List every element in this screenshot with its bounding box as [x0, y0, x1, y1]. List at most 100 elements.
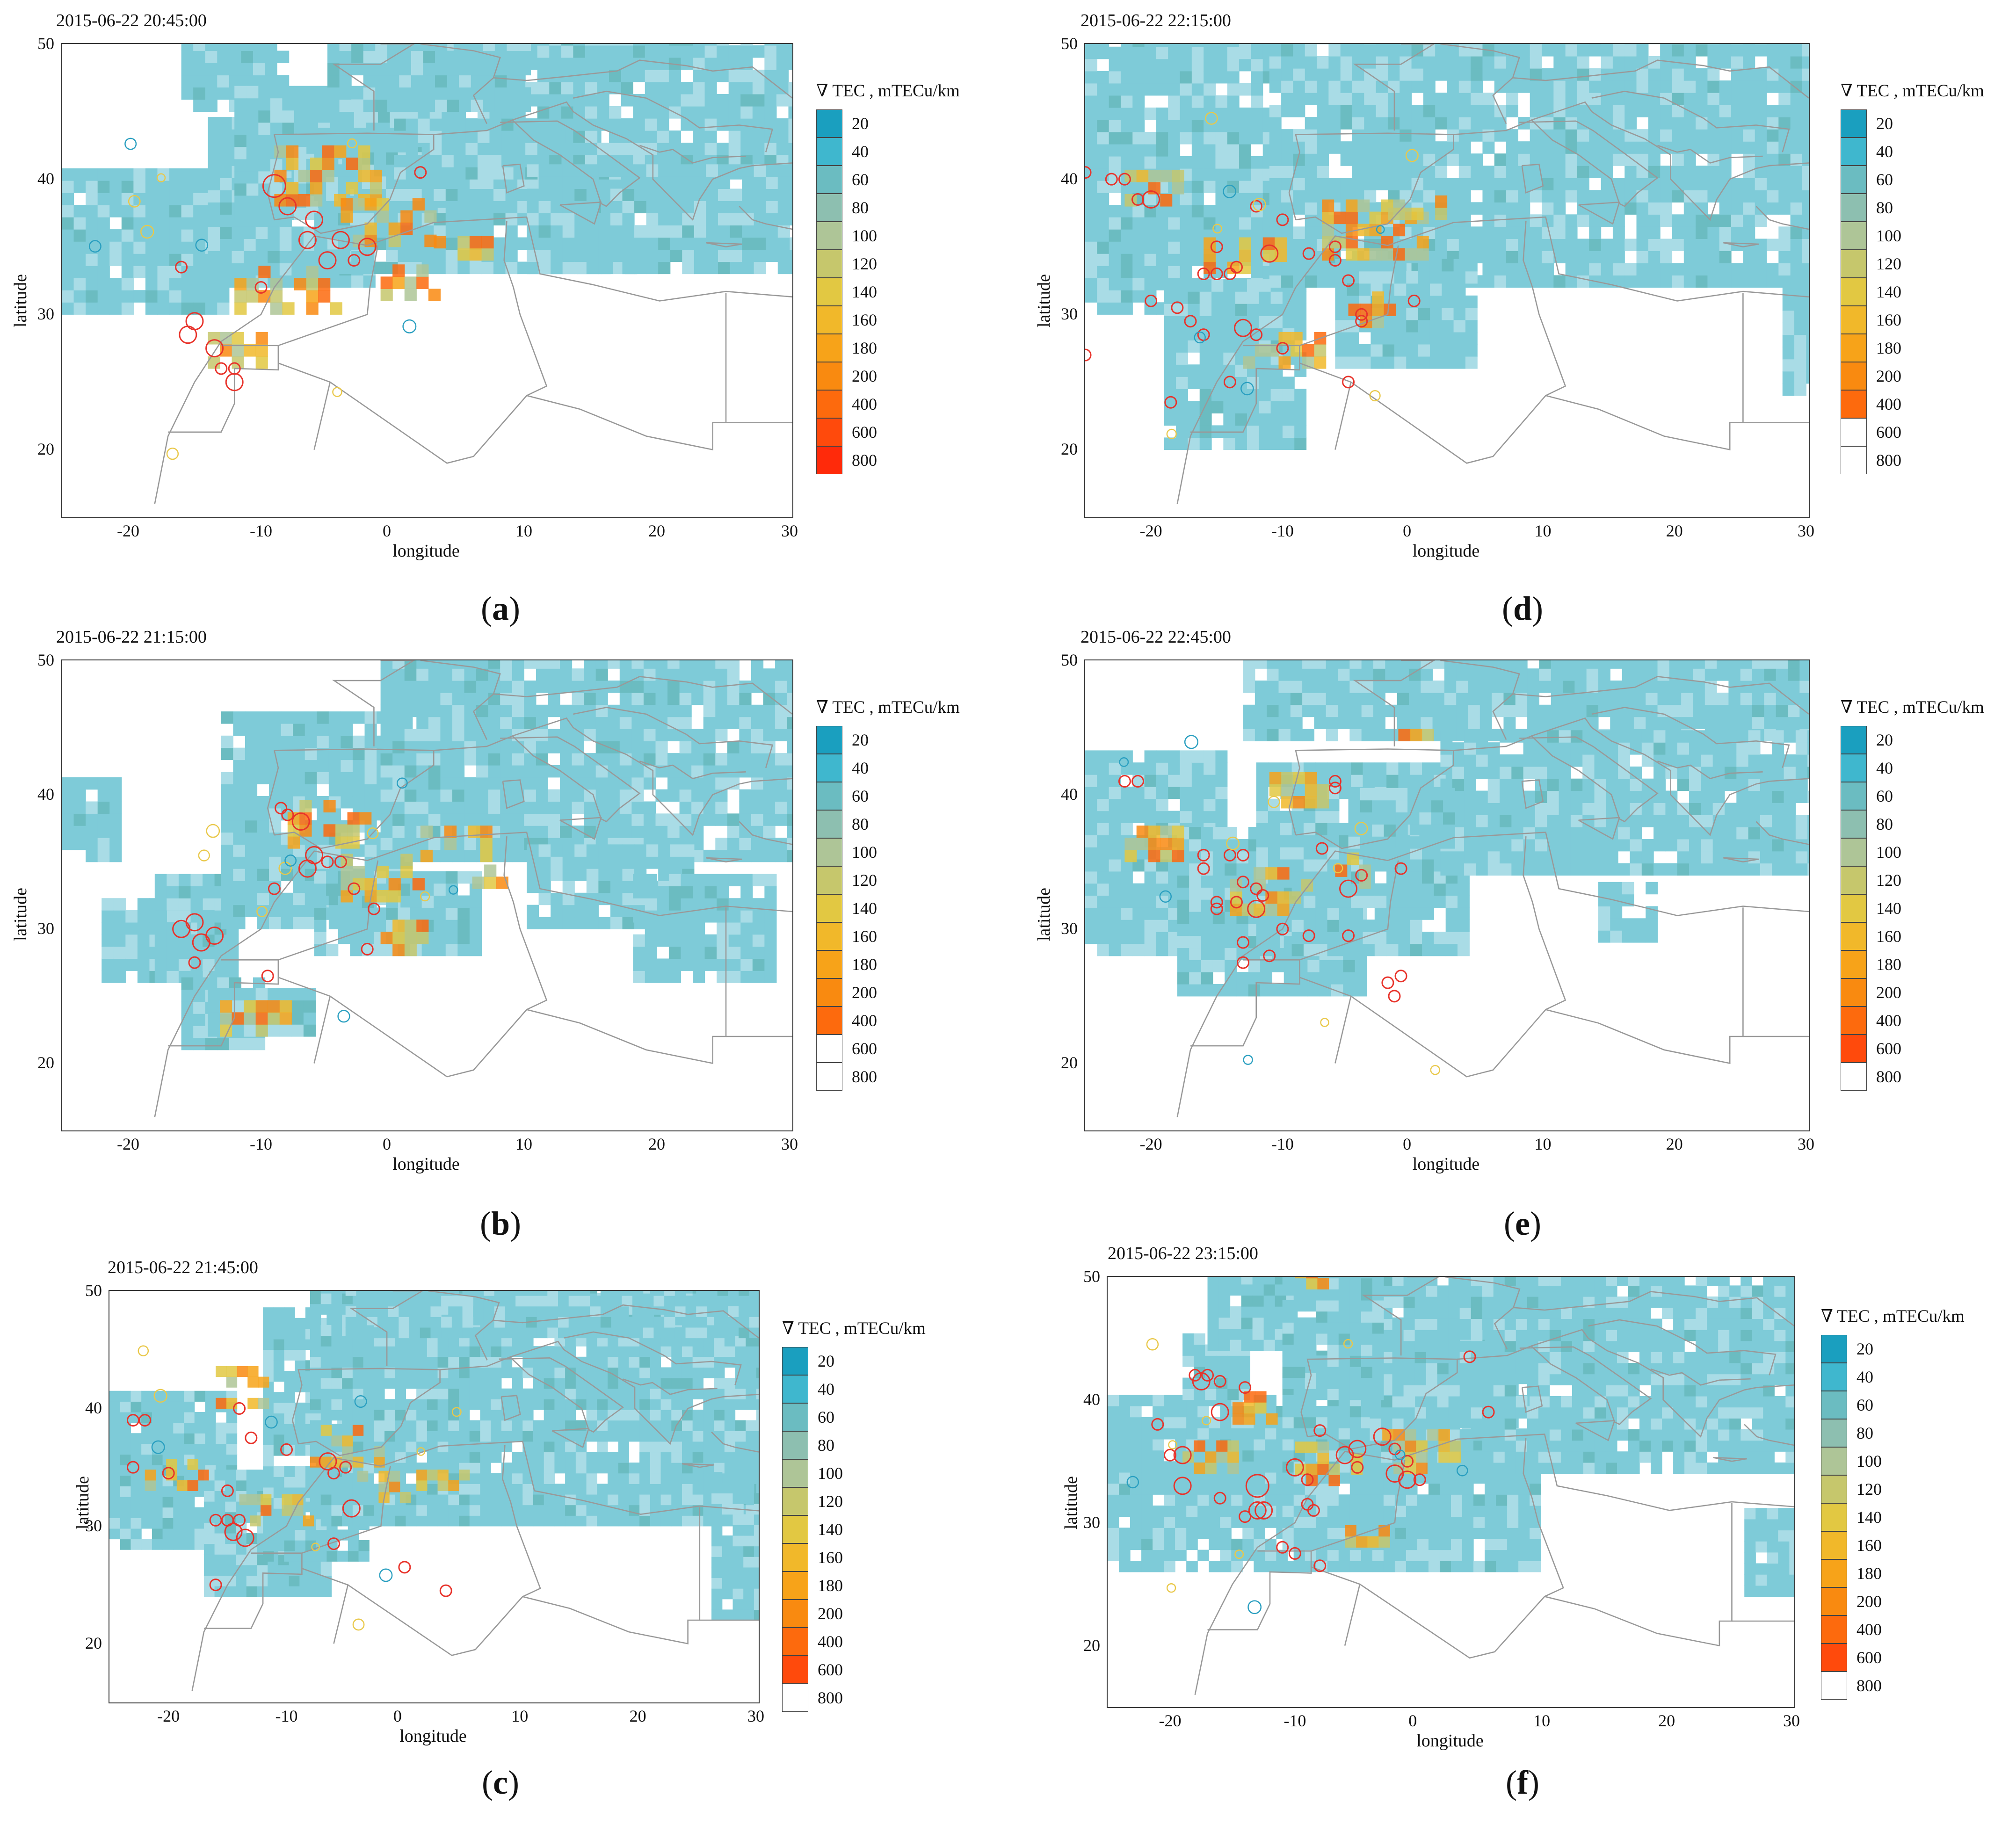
heatmap-cell: [522, 1515, 534, 1527]
heatmap-cell: [97, 229, 110, 242]
heatmap-cell-high: [404, 920, 417, 932]
heatmap-cell: [575, 1452, 587, 1463]
heatmap-cell: [501, 1399, 513, 1410]
heatmap-cell: [743, 1493, 754, 1504]
heatmap-cell: [452, 729, 465, 741]
heatmap-cell: [483, 1291, 495, 1296]
heatmap-cell: [364, 760, 377, 772]
heatmap-cell: [548, 801, 560, 814]
heatmap-cell: [462, 1317, 473, 1328]
heatmap-cell: [173, 1518, 184, 1529]
heatmap-cell-high: [234, 290, 247, 303]
heatmap-cell: [477, 130, 490, 143]
heatmap-cell: [754, 1578, 759, 1589]
heatmap-cell: [691, 789, 704, 802]
heatmap-cell: [154, 910, 167, 923]
heatmap-cell: [639, 1441, 651, 1453]
heatmap-cell: [459, 51, 471, 64]
heatmap-cell: [513, 118, 526, 131]
heatmap-cell: [634, 201, 647, 214]
heatmap-cell: [629, 1420, 640, 1431]
heatmap-cell: [97, 253, 110, 266]
heatmap-cell: [462, 1327, 473, 1339]
heatmap-cell: [480, 1388, 491, 1399]
heatmap-cell: [551, 844, 563, 857]
heatmap-cell: [692, 1494, 703, 1506]
heatmap-cell: [558, 1317, 569, 1328]
heatmap-cell: [711, 1588, 723, 1600]
heatmap-cell: [671, 1399, 682, 1410]
heatmap-cell-high: [341, 866, 353, 878]
heatmap-cell: [645, 130, 657, 143]
heatmap-cell: [674, 1306, 686, 1317]
heatmap-cell: [585, 45, 598, 58]
heatmap-cell: [554, 1378, 566, 1389]
heatmap-cell: [257, 917, 269, 929]
heatmap-cell: [464, 813, 477, 826]
x-tick-label: 30: [781, 521, 798, 540]
heatmap-cell: [358, 1550, 370, 1562]
heatmap-cell: [646, 249, 659, 262]
heatmap-cell: [742, 176, 754, 189]
heatmap-cell: [420, 1317, 431, 1328]
heatmap-cell: [754, 1588, 759, 1600]
event-ring-small: [448, 885, 458, 895]
heatmap-cell: [598, 237, 611, 250]
heatmap-cell-high: [347, 824, 360, 837]
heatmap-cell: [253, 51, 266, 64]
heatmap-cell: [491, 1484, 502, 1495]
heatmap-cell: [572, 789, 584, 802]
heatmap-cell: [537, 81, 550, 94]
heatmap-cell: [208, 263, 220, 276]
heatmap-cell: [208, 202, 220, 215]
heatmap-cell: [416, 813, 429, 826]
heatmap-cell: [137, 910, 150, 923]
heatmap-cell: [544, 1452, 555, 1463]
heatmap-cell: [717, 143, 729, 155]
heatmap-cell: [314, 895, 326, 908]
heatmap-cell-high: [306, 278, 319, 290]
event-ring-small: [420, 891, 430, 902]
heatmap-cell: [693, 970, 705, 983]
heatmap-cell: [488, 717, 500, 730]
heatmap-cell-high: [279, 1000, 292, 1013]
heatmap-cell: [668, 81, 682, 94]
heatmap-cell: [245, 880, 258, 893]
heatmap-cell: [411, 99, 424, 112]
heatmap-cell: [608, 789, 620, 802]
heatmap-cell-high: [270, 302, 283, 315]
heatmap-cell: [621, 118, 633, 131]
heatmap-cell: [682, 1291, 693, 1294]
heatmap-cell: [121, 253, 134, 266]
event-ring: [361, 942, 374, 956]
heatmap-cell: [752, 934, 765, 947]
heatmap-cell: [629, 1409, 640, 1421]
heatmap-cell: [221, 808, 233, 821]
heatmap-cell: [384, 1356, 396, 1368]
heatmap-cell: [273, 1413, 285, 1424]
heatmap-cell: [217, 44, 230, 51]
heatmap-cell: [558, 1291, 569, 1296]
heatmap-cell: [586, 1505, 597, 1516]
heatmap-cell: [257, 735, 269, 748]
heatmap-cell: [562, 213, 575, 226]
heatmap-cell-high: [219, 1000, 232, 1013]
heatmap-cell: [352, 1515, 364, 1527]
heatmap-cell: [464, 729, 477, 741]
event-ring: [305, 210, 324, 229]
heatmap-cell: [476, 789, 489, 802]
heatmap-cell: [377, 1327, 389, 1339]
heatmap-cell: [655, 660, 668, 669]
heatmap-cell: [363, 1367, 374, 1378]
heatmap-cell: [645, 958, 657, 971]
heatmap-cell: [469, 932, 482, 944]
country-border: [332, 44, 415, 131]
heatmap-cell: [692, 1346, 703, 1357]
heatmap-cell: [491, 1399, 502, 1410]
heatmap-cell: [380, 765, 393, 778]
heatmap-cell: [537, 130, 550, 143]
heatmap-cell: [214, 1470, 225, 1481]
heatmap-cell: [338, 907, 350, 920]
heatmap-cell: [221, 880, 233, 893]
heatmap-cell: [406, 1420, 417, 1431]
